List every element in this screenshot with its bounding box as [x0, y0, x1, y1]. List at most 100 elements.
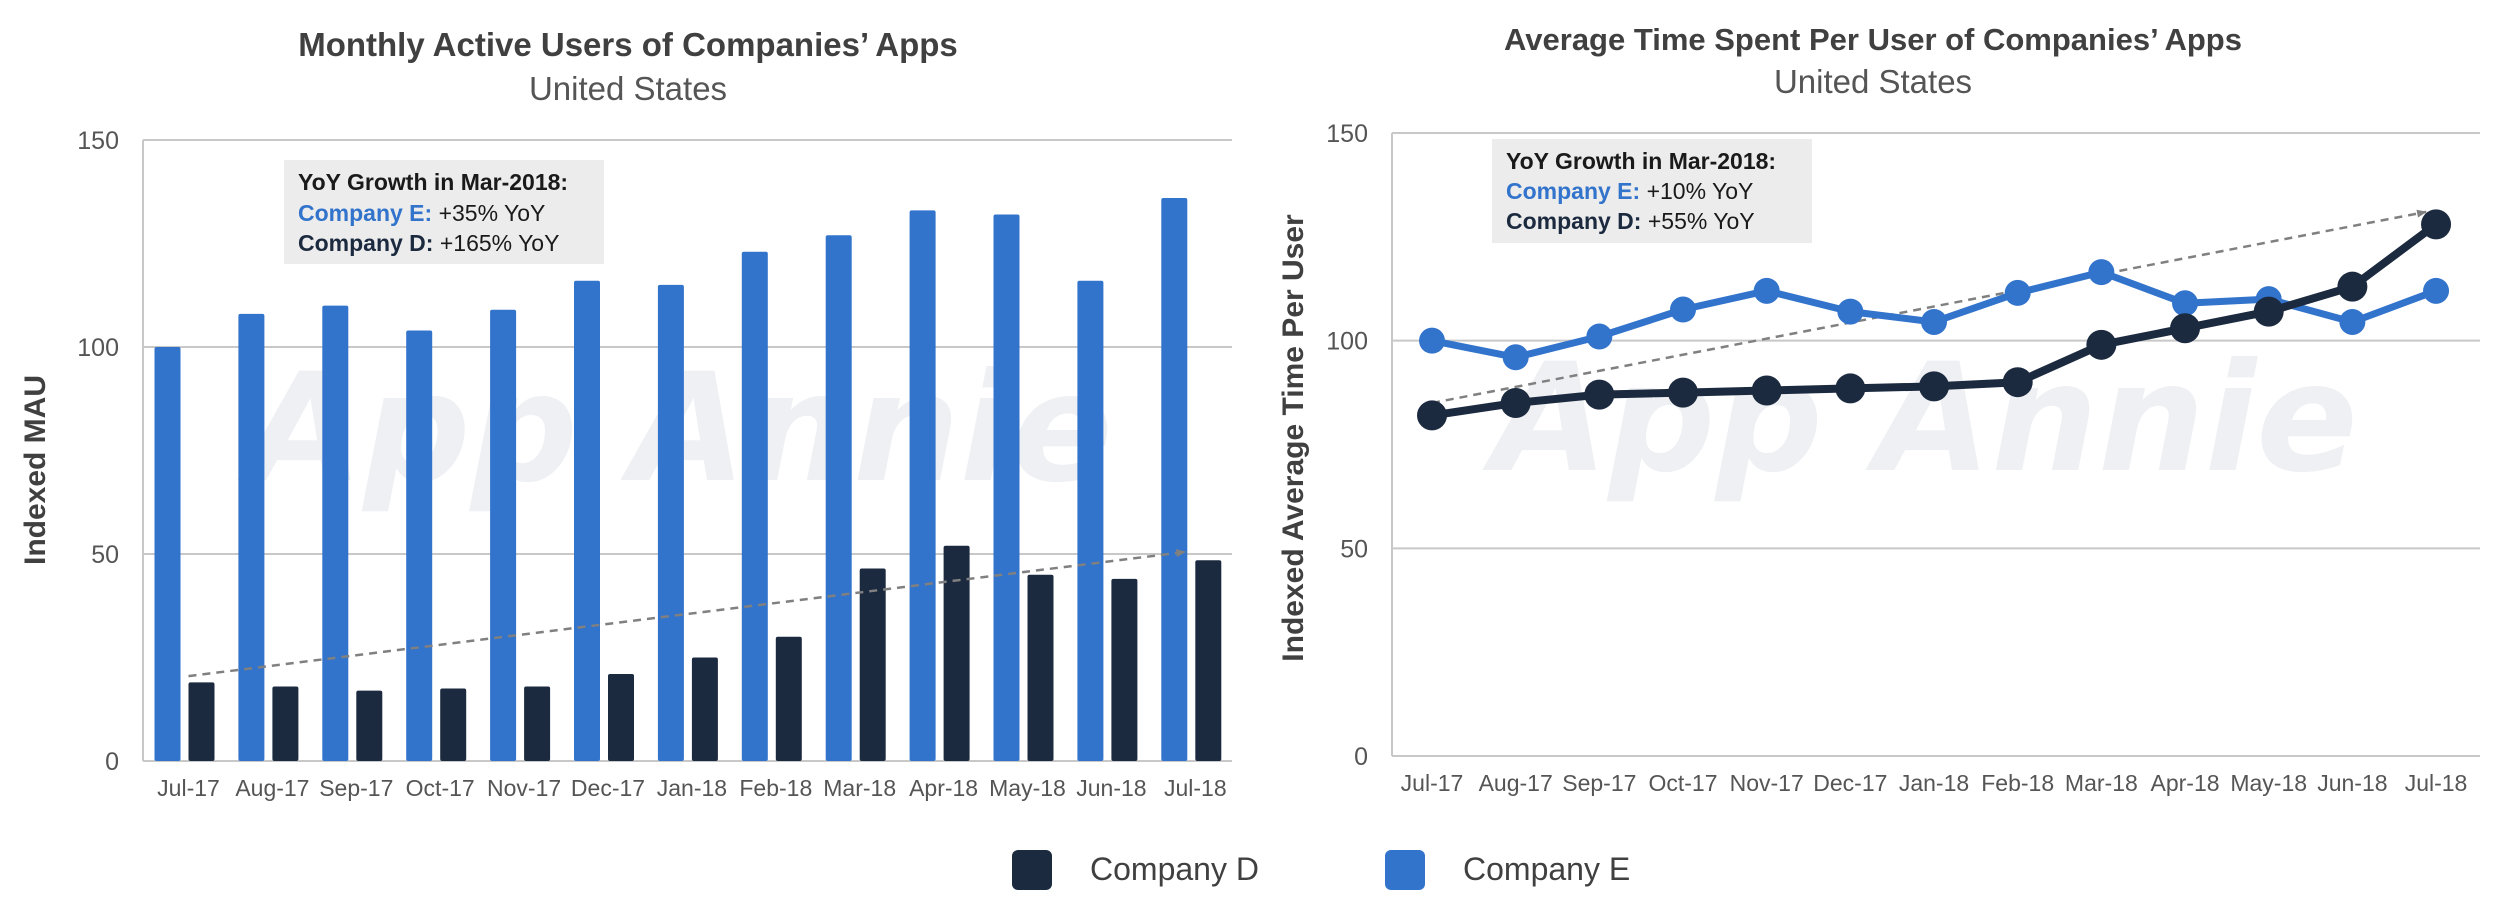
point-company-e	[2339, 308, 2366, 335]
c1-x-tick-label: Jan-18	[657, 775, 727, 801]
bar-company-e	[741, 251, 768, 761]
point-company-d	[2086, 329, 2117, 360]
c1-x-tick-label: Mar-18	[823, 775, 896, 801]
point-company-d	[1919, 371, 1950, 402]
c2-y-tick-label: 100	[1326, 328, 1368, 356]
time-chart-subtitle: United States	[1774, 63, 1972, 100]
c2-y-tick-label: 50	[1340, 535, 1368, 563]
point-company-e	[1419, 327, 1445, 354]
mau-y-axis-title: Indexed MAU	[19, 375, 52, 565]
time-annotation-e-label: Company E:	[1506, 178, 1640, 204]
point-company-e	[2423, 277, 2450, 304]
bar-company-d	[943, 545, 970, 761]
point-company-e	[1586, 323, 1613, 350]
point-company-d	[2002, 367, 2033, 398]
c1-y-tick-label: 0	[105, 748, 119, 776]
time-chart-title: Average Time Spent Per User of Companies…	[1504, 22, 2242, 57]
point-company-e	[2172, 290, 2199, 317]
bar-company-e	[1077, 280, 1104, 761]
c2-x-tick-label: Oct-17	[1648, 770, 1717, 796]
time-annotation-box: YoY Growth in Mar-2018: Company E: +10% …	[1492, 139, 1812, 243]
c2-x-tick-label: Apr-18	[2151, 770, 2220, 796]
point-company-d	[2170, 313, 2201, 344]
bar-company-e	[825, 235, 852, 762]
point-company-e	[1921, 308, 1948, 335]
time-y-axis-title: Indexed Average Time Per User	[1277, 214, 1310, 662]
c2-x-tick-label: Nov-17	[1730, 770, 1804, 796]
c1-x-tick-label: Feb-18	[739, 775, 812, 801]
c1-x-tick-label: Apr-18	[909, 775, 978, 801]
mau-annotation-line-e: Company E: +35% YoY	[298, 200, 545, 226]
bar-company-e	[238, 313, 265, 761]
legend-label-company-e: Company E	[1463, 851, 1630, 887]
c2-x-tick-label: Dec-17	[1813, 770, 1887, 796]
bar-company-d	[524, 686, 551, 761]
c1-y-tick-label: 50	[91, 541, 119, 569]
c2-x-tick-label: Sep-17	[1562, 770, 1636, 796]
point-company-d	[1668, 377, 1699, 408]
mau-chart-subtitle: United States	[529, 70, 727, 107]
mau-annotation-d-label: Company D:	[298, 230, 433, 256]
mau-x-ticks: Jul-17 Aug-17 Sep-17 Oct-17 Nov-17 Dec-17 Jan-…	[157, 775, 1226, 801]
point-company-e	[1837, 298, 1864, 325]
time-x-ticks: Jul-17 Aug-17 Sep-17 Oct-17 Nov-17 Dec-17 Jan-…	[1401, 770, 2468, 796]
c1-x-tick-label: Dec-17	[571, 775, 645, 801]
bar-company-d	[1111, 578, 1138, 761]
bar-company-d	[775, 636, 802, 761]
point-company-e	[1753, 277, 1780, 304]
c2-x-tick-label: Aug-17	[1479, 770, 1553, 796]
bar-company-d	[272, 686, 299, 761]
bar-company-d	[608, 674, 634, 761]
point-company-e	[2004, 279, 2031, 306]
legend-swatch-company-e	[1385, 850, 1425, 890]
time-watermark: App Annie	[1482, 332, 2358, 506]
bar-company-d	[188, 682, 215, 761]
c1-y-tick-label: 150	[77, 127, 119, 155]
mau-annotation-bg	[284, 160, 604, 264]
point-company-e	[1502, 344, 1529, 371]
c2-x-tick-label: Mar-18	[2065, 770, 2138, 796]
mau-annotation-line-d: Company D: +165% YoY	[298, 230, 559, 256]
bar-company-e	[909, 210, 936, 761]
c1-x-tick-label: Jul-17	[157, 775, 220, 801]
mau-chart-title: Monthly Active Users of Companies’ Apps	[298, 26, 958, 63]
mau-annotation-d-value: +165% YoY	[440, 230, 560, 256]
bar-company-e	[322, 305, 349, 761]
c2-x-tick-label: Jan-18	[1899, 770, 1969, 796]
bar-company-e	[993, 214, 1020, 761]
point-company-d	[1751, 375, 1782, 406]
c1-x-tick-label: Nov-17	[487, 775, 561, 801]
time-annotation-d-label: Company D:	[1506, 208, 1641, 234]
time-chart: Average Time Spent Per User of Companies…	[1277, 22, 2480, 796]
legend-swatch-company-d	[1012, 850, 1052, 890]
time-annotation-bg	[1492, 139, 1812, 243]
bar-company-d	[859, 568, 886, 761]
bar-company-e	[1161, 197, 1188, 761]
point-company-d	[1584, 379, 1615, 410]
time-annotation-line-e: Company E: +10% YoY	[1506, 178, 1753, 204]
c1-x-tick-label: Aug-17	[235, 775, 309, 801]
time-annotation-e-value: +10% YoY	[1647, 178, 1754, 204]
point-company-d	[1500, 387, 1531, 418]
mau-annotation-e-value: +35% YoY	[439, 200, 546, 226]
point-company-e	[2088, 259, 2115, 286]
time-trend-arrow	[1431, 209, 2428, 405]
legend-label-company-d: Company D	[1090, 851, 1259, 887]
time-annotation-d-value: +55% YoY	[1648, 208, 1755, 234]
point-company-d	[1417, 400, 1447, 431]
c2-x-tick-label: Jun-18	[2317, 770, 2387, 796]
c1-x-tick-label: Oct-17	[406, 775, 475, 801]
bar-company-e	[406, 330, 433, 761]
c2-x-tick-label: May-18	[2230, 770, 2307, 796]
bar-company-d	[1195, 560, 1222, 761]
mau-annotation-e-label: Company E:	[298, 200, 432, 226]
time-series-company-d	[1417, 209, 2452, 431]
point-company-d	[2253, 296, 2284, 327]
bar-company-e	[490, 309, 517, 761]
bar-company-d	[1027, 574, 1054, 761]
bar-company-e	[154, 347, 181, 761]
time-y-ticks: 0 50 100 150	[1326, 120, 1368, 771]
mau-annotation-box: YoY Growth in Mar-2018: Company E: +35% …	[284, 160, 604, 264]
c1-x-tick-label: Jun-18	[1076, 775, 1146, 801]
